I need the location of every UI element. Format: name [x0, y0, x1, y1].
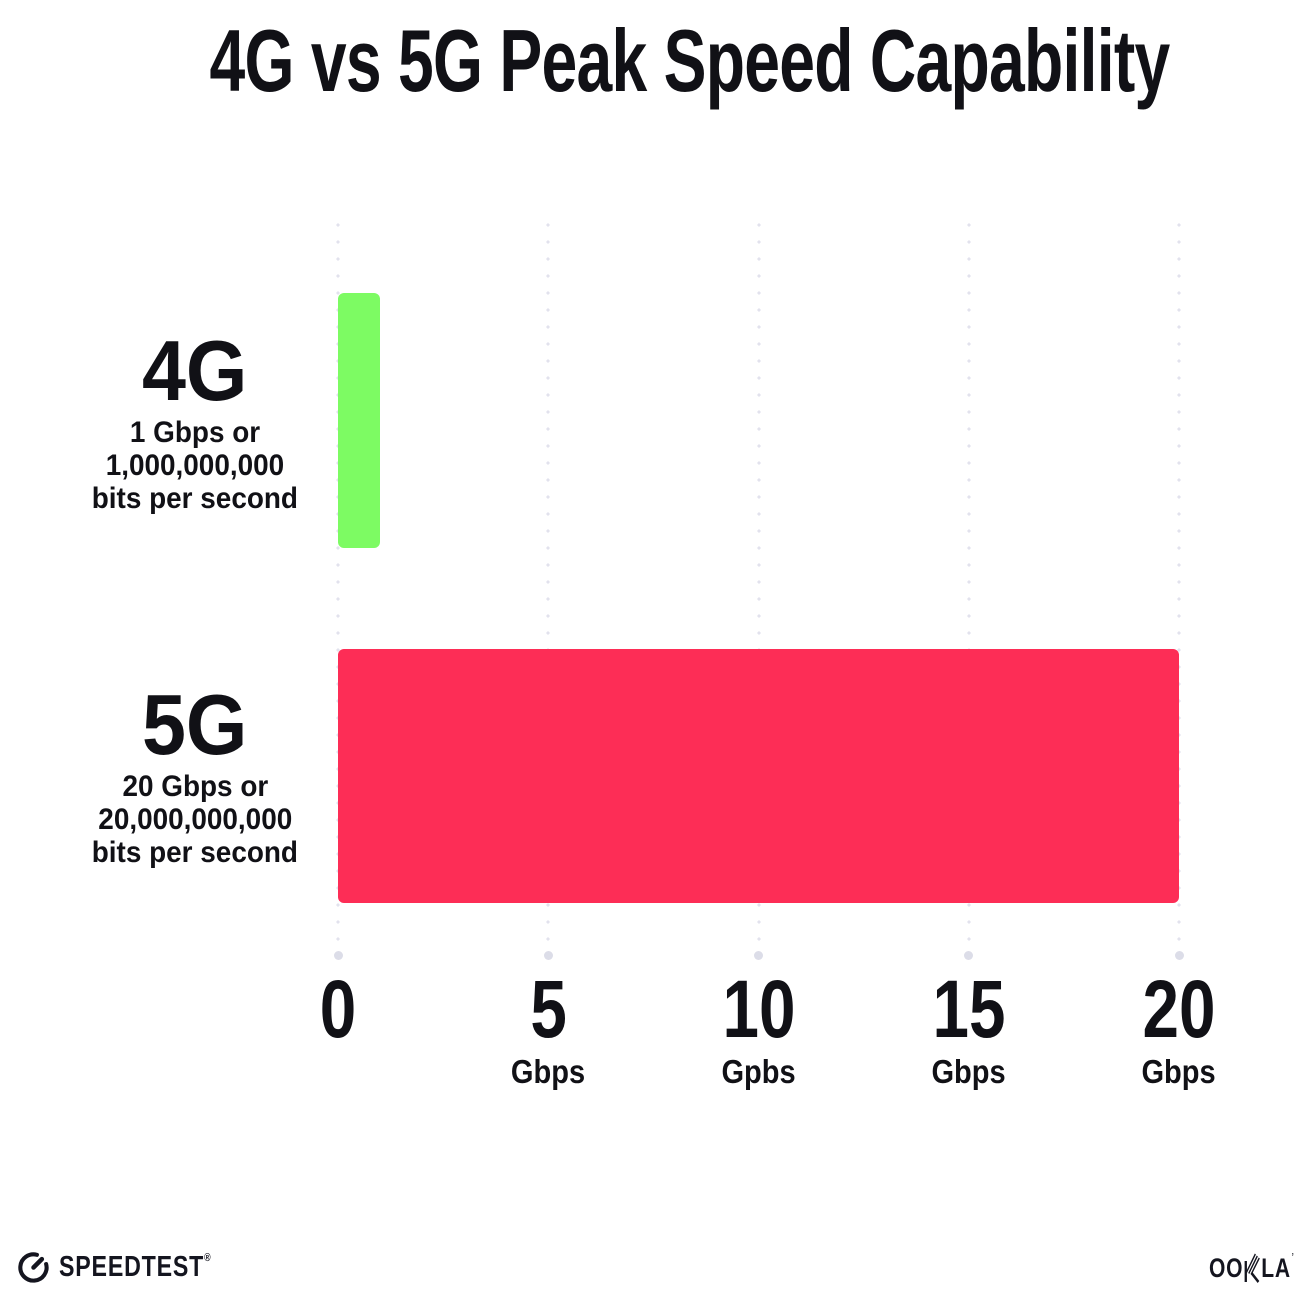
x-tick-20-unit: Gbps [1141, 1053, 1217, 1090]
chart-title: 4G vs 5G Peak Speed Capability [32, 17, 1308, 105]
x-tick-10: 10 Gpbs [713, 968, 804, 1090]
bar-5g [338, 649, 1179, 903]
gridline-5 [543, 222, 553, 960]
speedtest-logo: SPEEDTEST® [16, 1250, 250, 1285]
category-4g-sublabel: 1 Gbps or 1,000,000,000 bits per second [35, 416, 355, 515]
bar-4g [338, 293, 381, 548]
x-tick-20-value: 20 [1142, 964, 1216, 1055]
category-4g-title: 4G [142, 324, 248, 419]
category-5g-sublabel-line3: bits per second [91, 836, 299, 869]
x-axis: 0 5 Gbps 10 Gpbs 15 Gbps 20 Gbps [320, 968, 1216, 1098]
chart-title-text: 4G vs 5G Peak Speed Capability [209, 11, 1171, 110]
gridline-10 [754, 222, 763, 960]
x-tick-5-value: 5 [529, 964, 567, 1055]
x-tick-10-value: 10 [722, 964, 795, 1055]
x-tick-0: 0 [315, 968, 361, 1090]
ookla-wordmark-right: LA [1261, 1253, 1291, 1283]
category-5g-title: 5G [142, 678, 248, 773]
x-tick-15-unit: Gbps [931, 1053, 1006, 1090]
gridline-0 [333, 222, 343, 960]
category-label-4g: 4G 1 Gbps or 1,000,000,000 bits per seco… [35, 324, 355, 516]
category-4g-sublabel-line1: 1 Gbps or [129, 416, 261, 449]
ookla-trademark-tick: ’ [1291, 1250, 1294, 1265]
speedtest-wordmark: SPEEDTEST® [59, 1251, 212, 1283]
category-label-5g: 5G 20 Gbps or 20,000,000,000 bits per se… [35, 678, 355, 870]
x-tick-0-value: 0 [319, 964, 357, 1055]
speedtest-trademark-symbol: ® [204, 1252, 212, 1264]
plot-area [333, 222, 1184, 960]
gridline-20 [1174, 222, 1184, 960]
category-5g-sublabel-line1: 20 Gbps or [122, 770, 268, 803]
x-tick-15: 15 Gbps [923, 968, 1014, 1090]
x-tick-15-value: 15 [932, 964, 1006, 1055]
ookla-hatched-k-icon [1244, 1252, 1260, 1284]
ookla-logo: OO LA ’ [1209, 1250, 1294, 1284]
x-tick-10-unit: Gpbs [721, 1053, 796, 1090]
category-5g-sublabel-line2: 20,000,000,000 [98, 803, 292, 836]
x-tick-5: 5 Gbps [506, 968, 590, 1090]
x-tick-5-unit: Gbps [511, 1053, 586, 1090]
x-tick-20: 20 Gbps [1133, 968, 1224, 1090]
ookla-wordmark-left: OO [1209, 1253, 1244, 1283]
category-4g-sublabel-line2: 1,000,000,000 [105, 449, 285, 482]
gridline-15 [964, 222, 974, 960]
category-4g-sublabel-line3: bits per second [91, 482, 299, 515]
speedometer-gauge-icon [16, 1250, 51, 1285]
category-5g-sublabel: 20 Gbps or 20,000,000,000 bits per secon… [35, 770, 355, 869]
